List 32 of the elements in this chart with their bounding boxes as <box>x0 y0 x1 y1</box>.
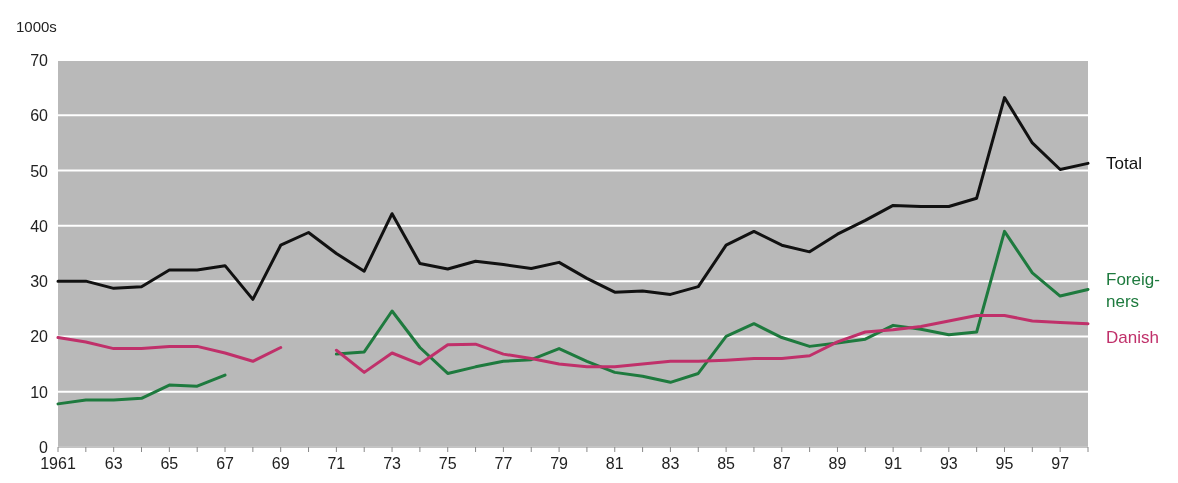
x-tick-label: 95 <box>995 455 1014 472</box>
x-tick-label: 69 <box>271 455 290 472</box>
x-tick-label: 79 <box>550 455 569 472</box>
x-tick-label: 85 <box>717 455 736 472</box>
y-tick-label: 10 <box>30 383 49 401</box>
y-tick-label: 30 <box>30 273 49 291</box>
x-tick-label: 89 <box>828 455 847 472</box>
y-axis-title: 1000s <box>16 18 57 35</box>
y-tick-label: 70 <box>30 52 49 69</box>
y-tick-label: 60 <box>30 107 49 125</box>
x-tick-label: 97 <box>1051 455 1070 472</box>
x-tick-label: 1961 <box>40 455 76 472</box>
y-tick-label: 50 <box>30 162 49 180</box>
x-tick-label: 75 <box>438 455 457 472</box>
x-tick-label: 83 <box>661 455 680 472</box>
x-tick-label: 77 <box>494 455 513 472</box>
x-tick-label: 67 <box>216 455 235 472</box>
y-tick-label: 40 <box>30 217 49 235</box>
x-tick-label: 81 <box>605 455 624 472</box>
series-label: Total <box>1106 154 1142 174</box>
y-tick-label: 0 <box>39 439 49 456</box>
series-label: Foreig- ners <box>1106 270 1160 312</box>
x-tick-label: 63 <box>104 455 123 472</box>
x-tick-label: 73 <box>383 455 402 472</box>
series-label: Danish <box>1106 328 1159 348</box>
x-tick-label: 71 <box>327 455 346 472</box>
x-tick-label: 91 <box>884 455 903 472</box>
y-tick-label: 20 <box>30 328 49 346</box>
line-series <box>56 96 1090 301</box>
x-tick-label: 93 <box>939 455 958 472</box>
x-tick-label: 87 <box>772 455 791 472</box>
x-tick-label: 65 <box>160 455 179 472</box>
